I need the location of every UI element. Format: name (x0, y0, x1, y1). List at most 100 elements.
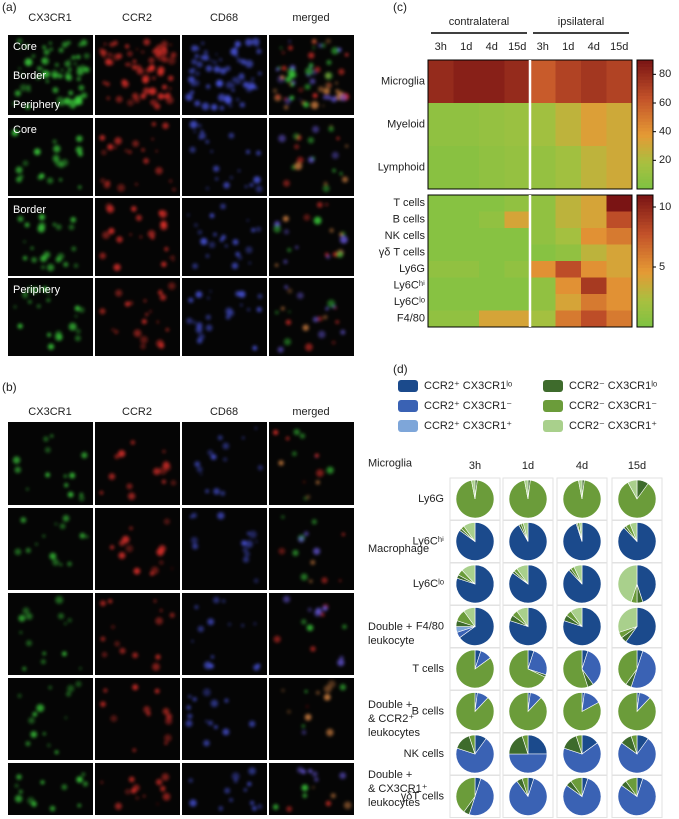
cell-signal (220, 490, 226, 496)
signal (273, 201, 348, 267)
cell-signal (317, 316, 323, 322)
legend-swatch (398, 400, 418, 412)
pie-wedge (508, 649, 546, 689)
micrograph (8, 422, 93, 505)
cell-signal (49, 47, 53, 51)
cell-signal (135, 796, 139, 800)
column-header: merged (292, 12, 329, 24)
heat-cell (504, 195, 531, 212)
colorbar-step (637, 254, 653, 259)
cell-signal (316, 201, 323, 208)
cell-signal (292, 451, 297, 457)
pie-wedge (625, 777, 638, 798)
cell-signal (149, 310, 152, 313)
cell-signal (125, 44, 130, 49)
heat-cell (530, 195, 556, 212)
cell-signal (246, 149, 250, 154)
cell-signal (251, 77, 255, 81)
cell-signal (19, 174, 24, 179)
cell-signal (83, 66, 90, 73)
cell-signal (164, 247, 169, 252)
signal (100, 599, 175, 671)
cell-signal (205, 324, 213, 332)
colorbar-step (637, 82, 653, 87)
cell-type-label: leukocytes (368, 727, 420, 739)
heat-cell (453, 60, 480, 104)
cell-signal (205, 65, 213, 72)
pie-wedge (508, 479, 548, 519)
cell-signal (13, 305, 17, 309)
cell-signal (295, 245, 299, 249)
heat-cell (606, 261, 633, 278)
cell-signal (283, 97, 287, 101)
colorbar-step (637, 274, 653, 278)
pie-wedge (617, 481, 657, 519)
cell-signal (283, 179, 290, 187)
pie-wedge (508, 692, 548, 731)
cell-signal (272, 804, 279, 810)
cell-signal (212, 60, 218, 65)
pie-wedge (471, 479, 476, 500)
cell-signal (78, 185, 82, 189)
colorbar-step (637, 140, 653, 145)
cell-signal (290, 82, 294, 87)
colorbar-step (637, 317, 653, 321)
cell-signal (71, 55, 76, 60)
colorbar-step (637, 231, 653, 236)
colorbar-step (637, 101, 653, 106)
cell-signal (22, 160, 29, 167)
colorbar-step (637, 310, 653, 315)
cell-signal (99, 134, 106, 141)
cell-signal (14, 548, 22, 556)
pie-wedge (630, 734, 638, 755)
cell-signal (200, 129, 204, 133)
cell-signal (168, 256, 172, 259)
cell-signal (103, 688, 108, 693)
signal (12, 434, 88, 502)
cell-signal (163, 518, 170, 525)
cell-signal (27, 286, 32, 292)
cell-signal (223, 457, 228, 462)
cell-signal (189, 120, 198, 129)
cell-signal (312, 316, 319, 323)
cell-signal (40, 265, 46, 270)
cell-signal (196, 322, 203, 329)
cell-type-label: Double + (368, 699, 412, 711)
cell-signal (56, 96, 64, 105)
colorbar-step (637, 130, 653, 135)
cell-signal (128, 776, 135, 783)
cell-signal (225, 65, 231, 72)
cell-signal (156, 802, 159, 806)
cell-signal (315, 480, 320, 485)
cell-signal (191, 640, 194, 643)
time-label: 4d (486, 41, 498, 53)
cell-signal (278, 547, 286, 555)
cell-signal (220, 203, 226, 210)
row-label: Microglia (381, 75, 426, 87)
cell-signal (217, 93, 226, 102)
cell-signal (219, 105, 225, 111)
row-label: Ly6Cʰⁱ (394, 280, 425, 292)
cell-signal (210, 655, 215, 659)
heat-cell (606, 228, 633, 245)
cell-signal (168, 282, 176, 290)
cell-signal (246, 531, 250, 535)
heat-cell (428, 244, 454, 262)
heat-cell (555, 195, 582, 212)
colorbar-step (637, 124, 653, 129)
cell-signal (343, 801, 352, 810)
cell-signal (103, 42, 107, 46)
cell-signal (111, 328, 115, 332)
cell-signal (329, 228, 334, 233)
cell-signal (106, 96, 111, 100)
time-label: 1d (522, 460, 534, 472)
heat-cell (555, 294, 582, 311)
cell-signal (312, 93, 318, 99)
cell-signal (288, 45, 293, 51)
heat-cell (479, 195, 505, 212)
cell-signal (141, 50, 145, 54)
time-label: 4d (576, 460, 588, 472)
legend-label: CCR2⁺ CX3CR1⁻ (424, 400, 512, 412)
colorbar-step (637, 143, 653, 148)
cell-signal (335, 89, 340, 94)
